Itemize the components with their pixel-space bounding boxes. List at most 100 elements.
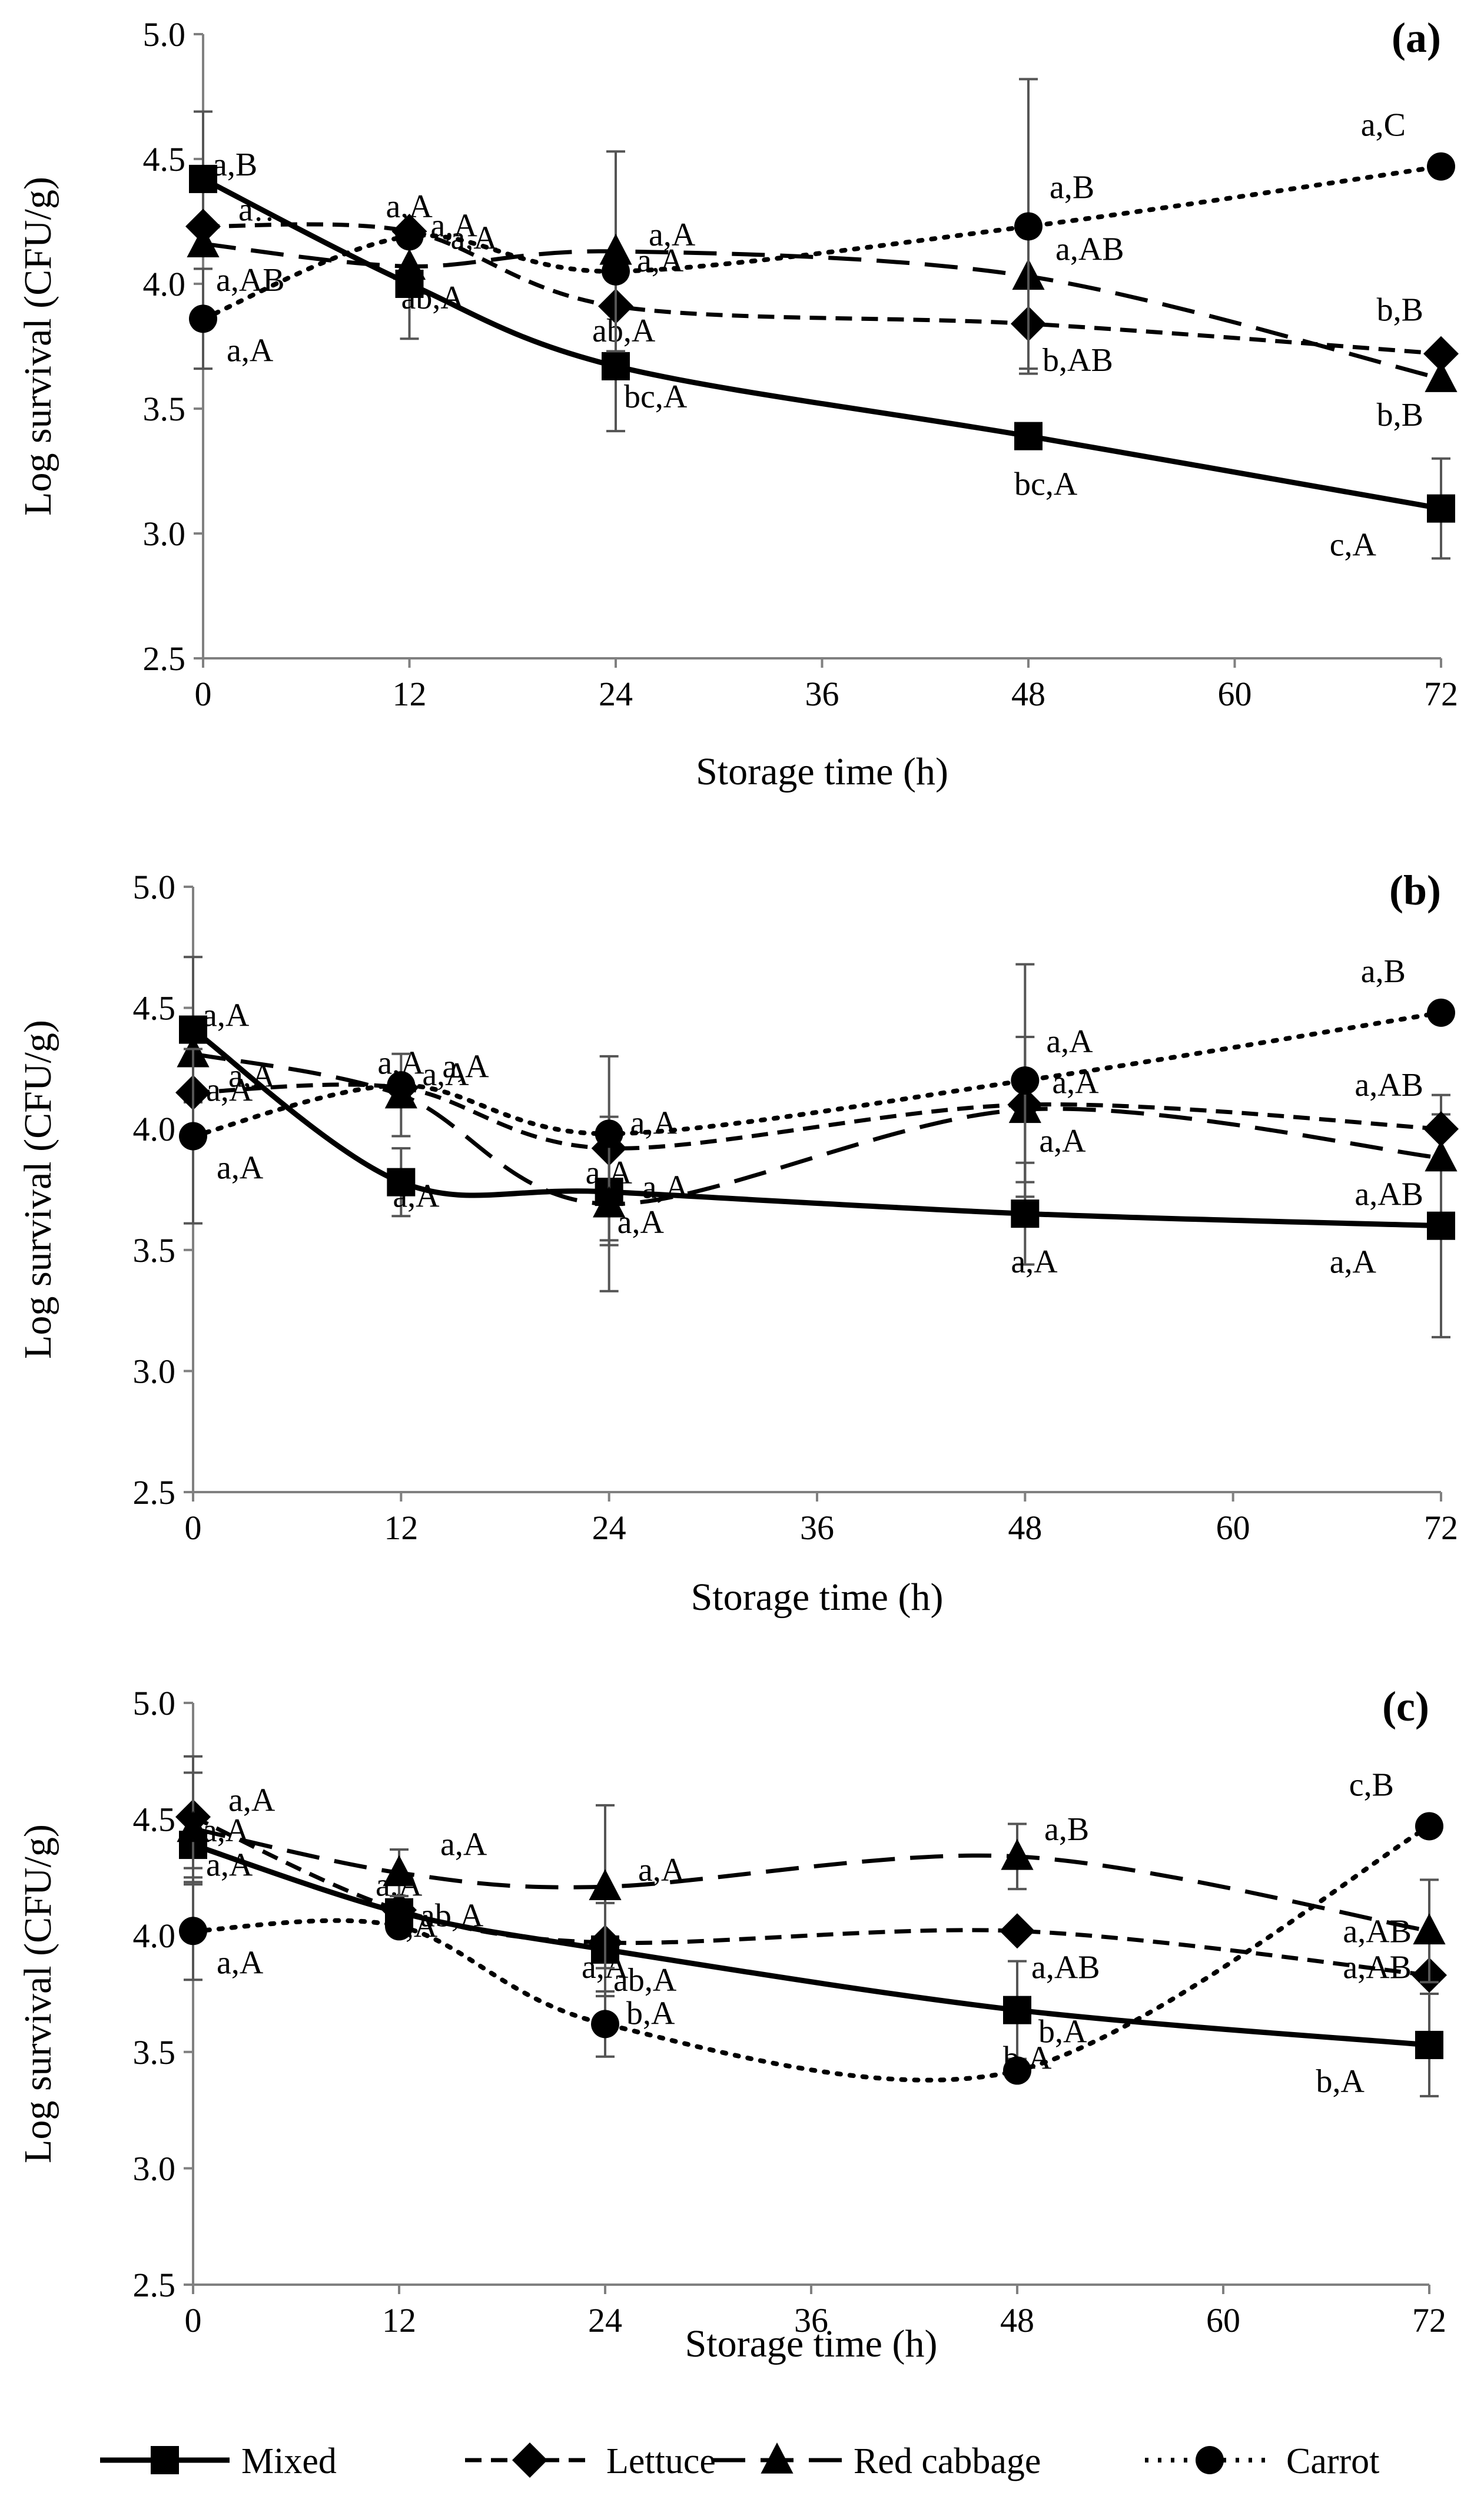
data-point-carrot (395, 222, 424, 251)
data-point-carrot (1003, 2056, 1031, 2085)
data-label: b,AB (1043, 342, 1113, 379)
series-line-lettuce (202, 222, 1442, 356)
y-axis-title: Log survival (CFU/g) (16, 177, 59, 516)
y-tick-label: 2.5 (143, 639, 186, 678)
data-label: b,A (1316, 2063, 1365, 2100)
data-point-red-cabbage (1001, 1838, 1034, 1870)
series-lettuce: a… a,A ab,A b,AB b,B (185, 188, 1459, 379)
data-label: a,AB (1343, 1949, 1412, 1986)
data-label: a,A (638, 1852, 685, 1888)
data-label: a… (238, 191, 286, 228)
data-label: c,A (1330, 527, 1377, 564)
data-label: ab,A (420, 1897, 484, 1934)
data-point-carrot (591, 2010, 619, 2039)
data-point-carrot (1014, 212, 1043, 241)
data-label: a,AB (1031, 1949, 1100, 1986)
x-tick-label: 36 (805, 675, 839, 713)
data-point-mixed (1427, 1211, 1455, 1240)
y-tick-label: 3.5 (133, 1231, 176, 1270)
series-carrot: a,Aab,Ab,Ab,Ac,B (179, 1766, 1443, 2085)
legend-label: Lettuce (606, 2441, 716, 2481)
legend-item-lettuce: Lettuce (465, 2441, 716, 2481)
data-point-mixed (189, 164, 217, 193)
data-point-red-cabbage (599, 233, 632, 265)
x-tick-label: 48 (1008, 1509, 1042, 1547)
data-point-red-cabbage (187, 226, 220, 257)
y-tick-label: 2.5 (133, 1473, 176, 1512)
y-tick-label: 2.5 (133, 2266, 176, 2304)
x-tick-label: 48 (1000, 2301, 1034, 2339)
x-tick-label: 36 (794, 2301, 828, 2339)
y-tick-label: 3.0 (143, 515, 186, 553)
x-axis-title: Storage time (h) (691, 1576, 944, 1619)
legend-item-red-cabbage: Red cabbage (712, 2441, 1041, 2481)
data-point-carrot (602, 257, 630, 286)
series-line-red-cabbage (202, 241, 1442, 381)
series-red-cabbage: a,ABa,A a,A a,ABb,B (187, 150, 1458, 433)
legend: Mixed Lettuce Red cabbage Carrot (100, 2441, 1379, 2481)
data-label: a,A (227, 332, 274, 369)
data-point-carrot (1427, 152, 1455, 181)
y-tick-label: 5.0 (143, 15, 186, 54)
x-tick-label: 60 (1218, 675, 1252, 713)
y-tick-label: 4.5 (133, 989, 176, 1028)
series-line-lettuce (192, 1815, 1430, 1977)
data-label: a,A (228, 1782, 275, 1819)
legend-marker-carrot (1196, 2446, 1224, 2474)
x-tick-label: 72 (1424, 675, 1458, 713)
x-tick-label: 0 (195, 675, 212, 713)
data-label: a,A (393, 1178, 440, 1215)
data-label: a,A (206, 1847, 253, 1883)
x-tick-label: 60 (1206, 2301, 1240, 2339)
data-label: a,A (217, 1944, 264, 1981)
series-line-carrot (191, 1010, 1443, 1139)
data-label: a,A (637, 243, 684, 279)
data-label: a,AB (1354, 1176, 1423, 1213)
data-point-red-cabbage (393, 248, 426, 280)
data-label: a,A (1052, 1064, 1099, 1101)
series-lettuce: a,A a,A a,A a,AB a,AB (175, 1755, 1447, 1993)
data-point-red-cabbage (1413, 1913, 1446, 1945)
data-label: ab,A (592, 313, 656, 349)
data-point-red-cabbage (1425, 1140, 1458, 1172)
data-point-carrot (1415, 1812, 1443, 1841)
y-tick-label: 4.5 (133, 1801, 176, 1839)
data-label: a,B (1044, 1811, 1089, 1848)
data-point-mixed (1014, 422, 1043, 450)
data-label: bc,A (624, 379, 688, 415)
chart-panel-c: 2.5 3.0 3.5 4.0 4.5 5.0 0 12 24 36 48 60 72 Storage t… (16, 1683, 1447, 2365)
data-label: a,A (206, 1072, 253, 1109)
data-label: a,AB (216, 262, 285, 299)
series-line-mixed (192, 1842, 1430, 2048)
y-tick-label: 3.0 (133, 1352, 176, 1390)
legend-item-carrot: Carrot (1145, 2441, 1379, 2481)
data-point-lettuce (1423, 336, 1459, 372)
data-point-carrot (179, 1917, 207, 1945)
y-tick-label: 4.5 (143, 140, 186, 178)
series-line-carrot (191, 1824, 1432, 2083)
data-label: a,B (1361, 953, 1406, 990)
series-mixed: a,A a,A a,A a,A a,A (179, 956, 1455, 1338)
data-label: a,A (217, 1150, 264, 1186)
data-point-carrot (1011, 1066, 1040, 1095)
data-point-red-cabbage (383, 1855, 416, 1887)
data-label: a,A (1330, 1244, 1377, 1281)
data-label: a,A (1046, 1023, 1093, 1060)
y-tick-label: 3.5 (143, 390, 186, 428)
y-tick-label: 5.0 (133, 1684, 176, 1722)
x-tick-label: 60 (1216, 1509, 1250, 1547)
data-point-lettuce (1000, 1913, 1035, 1949)
x-tick-label: 72 (1424, 1509, 1458, 1547)
chart-panel-b: 2.5 3.0 3.5 4.0 4.5 5.0 0 12 24 36 48 60 72 Storage t… (16, 867, 1459, 1619)
x-tick-label: 12 (393, 675, 427, 713)
data-label: a,A (202, 997, 250, 1034)
data-label: a,A (440, 1826, 487, 1862)
data-point-red-cabbage (589, 1869, 622, 1901)
x-tick-label: 48 (1011, 675, 1045, 713)
data-label: a,AB (1354, 1067, 1423, 1103)
data-label: a,A (617, 1204, 665, 1241)
x-tick-label: 24 (588, 2301, 622, 2339)
legend-item-mixed: Mixed (100, 2441, 337, 2481)
x-tick-label: 12 (382, 2301, 416, 2339)
